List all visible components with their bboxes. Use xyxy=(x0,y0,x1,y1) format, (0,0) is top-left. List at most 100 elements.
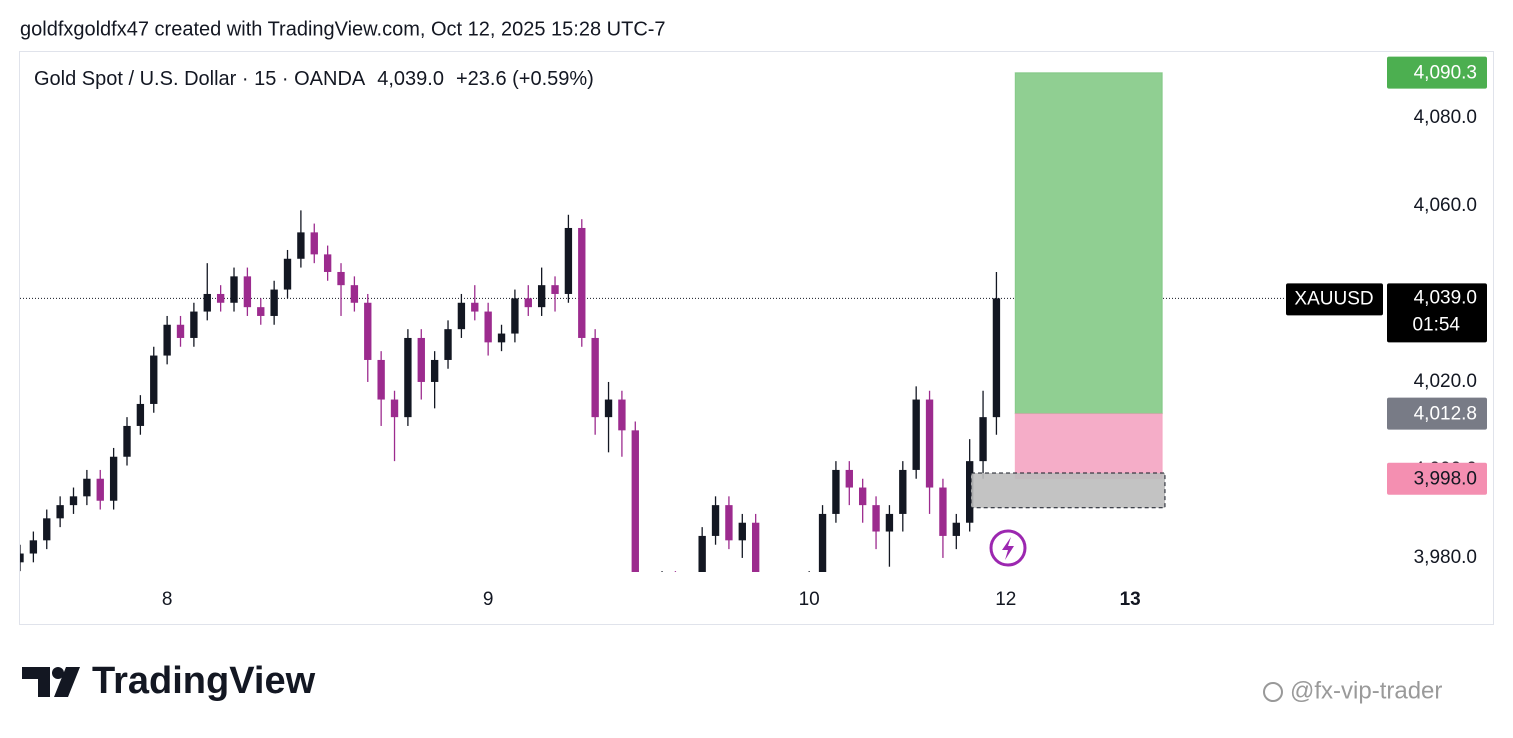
range-zone xyxy=(970,472,1166,509)
candle-body xyxy=(96,478,104,501)
candle-body xyxy=(845,469,853,488)
candle-body xyxy=(591,337,599,418)
candle-body xyxy=(350,285,359,303)
candle-body xyxy=(417,337,425,382)
candle-body xyxy=(578,227,586,338)
y-tick-label: 4,060.0 xyxy=(1414,195,1477,216)
candle-body xyxy=(551,285,559,294)
caption: goldfxgoldfx47 created with TradingView.… xyxy=(20,18,666,40)
overlay: 3,980.04,000.04,020.04,040.04,060.04,080… xyxy=(162,56,1487,610)
candle-body xyxy=(123,425,131,457)
price-tag xyxy=(1387,462,1487,495)
candle-body xyxy=(20,553,24,563)
candle-body xyxy=(511,298,519,334)
y-tick-label: 4,020.0 xyxy=(1414,371,1477,392)
candle-body xyxy=(899,469,907,514)
stop-zone xyxy=(1014,413,1163,480)
price-tag-label: 4,012.8 xyxy=(1414,404,1477,425)
candle-body xyxy=(912,399,920,470)
price-tag-label: 4,090.3 xyxy=(1414,63,1477,84)
countdown: 01:54 xyxy=(1412,314,1460,335)
logo-slash xyxy=(54,667,80,697)
candle-body xyxy=(243,276,252,308)
candle-body xyxy=(471,302,479,312)
candle-body xyxy=(29,540,38,554)
symbol-label: XAUUSD xyxy=(1294,288,1373,309)
legend-title: Gold Spot / U.S. Dollar · 15 · OANDA xyxy=(34,68,366,90)
candle-body xyxy=(631,430,639,572)
logo-dot xyxy=(52,667,64,679)
candle-body xyxy=(885,513,894,532)
candle-body xyxy=(150,355,158,404)
plot xyxy=(20,72,1285,572)
candle-body xyxy=(444,329,452,360)
candle-body xyxy=(323,254,332,272)
candle-body xyxy=(270,289,278,316)
candle-body xyxy=(163,324,171,356)
target-zone xyxy=(1014,72,1163,415)
candle-body xyxy=(858,487,867,506)
candle-body xyxy=(377,359,385,400)
watermark-icon xyxy=(1263,682,1283,702)
candle-body xyxy=(725,505,733,541)
candle-body xyxy=(176,324,185,338)
candle-body xyxy=(564,227,573,294)
candle-body xyxy=(109,456,118,501)
candle-body xyxy=(524,298,532,308)
candle-body xyxy=(83,478,91,497)
y-tick-label: 3,980.0 xyxy=(1414,547,1477,568)
candle-body xyxy=(310,232,318,255)
brand: TradingView xyxy=(92,660,316,702)
candle-body xyxy=(203,293,211,312)
candle-body xyxy=(297,232,305,259)
candle-body xyxy=(216,293,225,303)
candle-body xyxy=(711,505,720,536)
candle-body xyxy=(992,298,1001,418)
candle-body xyxy=(537,285,546,308)
candle-body xyxy=(872,505,880,532)
candle-body xyxy=(136,403,145,426)
x-tick-label: 12 xyxy=(995,589,1016,610)
symbol-tag xyxy=(1286,283,1383,316)
legend-change: +23.6 (+0.59%) xyxy=(456,68,594,90)
candle-body xyxy=(390,399,399,418)
candle-body xyxy=(818,513,827,572)
candle-body xyxy=(966,461,974,523)
candle-body xyxy=(751,522,760,572)
legend: Gold Spot / U.S. Dollar · 15 · OANDA 4,03… xyxy=(34,68,594,90)
logo-mark xyxy=(22,667,50,697)
candle-body xyxy=(43,518,51,541)
candle-body xyxy=(952,522,960,536)
candle-body xyxy=(283,258,292,290)
price-tag xyxy=(1387,397,1487,430)
event-bolt xyxy=(1002,537,1014,560)
candle-body xyxy=(337,271,345,286)
candle-body xyxy=(979,417,987,462)
candle-body xyxy=(939,487,947,536)
candle-body xyxy=(618,399,626,431)
candle-body xyxy=(257,307,265,316)
x-tick-label: 10 xyxy=(799,589,820,610)
candle-body xyxy=(832,469,840,514)
candle-body xyxy=(190,311,198,338)
candle-body xyxy=(497,333,506,343)
candle-body xyxy=(738,522,746,541)
watermark: @fx-vip-trader xyxy=(1290,677,1442,704)
logo: TradingView xyxy=(22,660,316,702)
price-tag-label: 3,998.0 xyxy=(1414,469,1477,490)
candle-body xyxy=(69,496,78,506)
pane-border xyxy=(19,51,1494,625)
candle-body xyxy=(230,276,238,303)
candle-body xyxy=(925,399,934,488)
y-tick-label: 4,080.0 xyxy=(1414,107,1477,128)
price-tag xyxy=(1387,56,1487,89)
last-price-tag xyxy=(1387,283,1487,343)
candle-body xyxy=(698,535,706,572)
x-tick-label: 13 xyxy=(1120,589,1141,610)
candle-body xyxy=(364,302,372,360)
legend-price: 4,039.0 xyxy=(377,68,444,90)
candle-body xyxy=(430,359,439,382)
x-tick-label: 9 xyxy=(483,589,494,610)
